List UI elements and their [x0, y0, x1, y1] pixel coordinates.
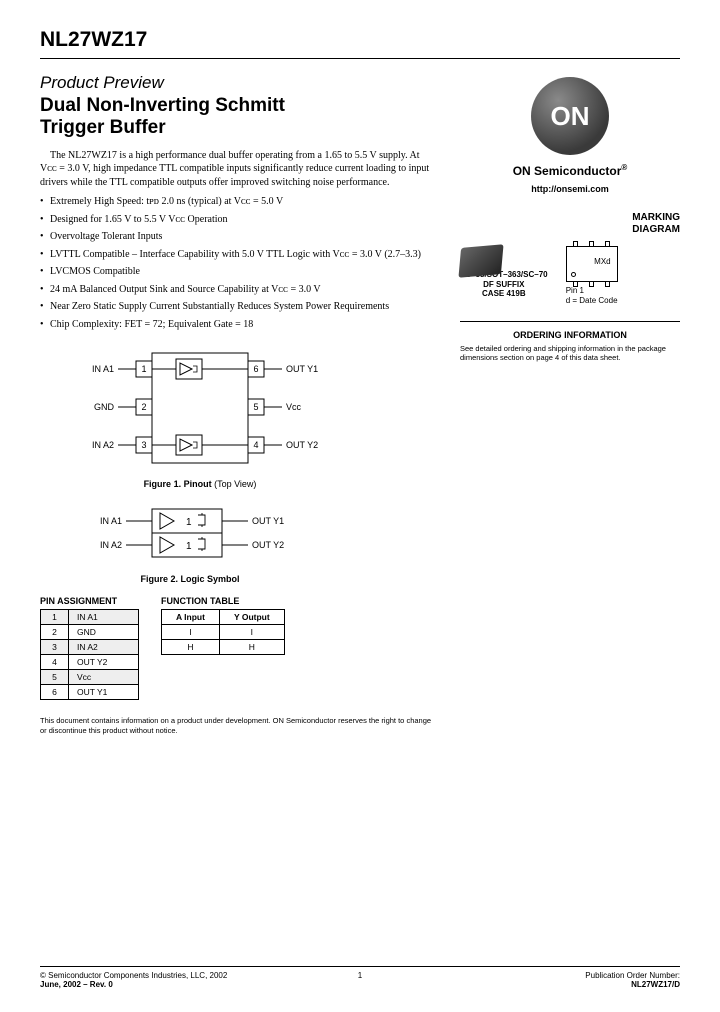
- company-name: ON Semiconductor®: [460, 163, 680, 178]
- ic-outline: MXd Pin 1d = Date Code: [566, 246, 618, 307]
- main-columns: Product Preview Dual Non-Inverting Schmi…: [40, 73, 680, 735]
- svg-text:IN A2: IN A2: [92, 440, 114, 450]
- feature-item: LVCMOS Compatible: [40, 265, 436, 279]
- footer-right: Publication Order Number: NL27WZ17/D: [585, 971, 680, 990]
- svg-text:1: 1: [141, 364, 146, 374]
- feature-item: LVTTL Compatible – Interface Capability …: [40, 248, 436, 262]
- left-column: Product Preview Dual Non-Inverting Schmi…: [40, 73, 436, 735]
- ordering-info-header: ORDERING INFORMATION: [460, 330, 680, 340]
- svg-text:OUT Y1: OUT Y1: [252, 516, 284, 526]
- package-info: SC–88/SOT–363/SC–70 DF SUFFIX CASE 419B: [460, 246, 548, 299]
- figure-2-logic: 1 1 IN A1 IN A2 OUT Y1 OUT Y2 Figure 2. …: [90, 505, 436, 584]
- part-number: NL27WZ17: [40, 28, 680, 52]
- svg-text:2: 2: [141, 402, 146, 412]
- svg-text:OUT Y2: OUT Y2: [252, 540, 284, 550]
- footer-left: © Semiconductor Components Industries, L…: [40, 971, 227, 990]
- function-table-header: FUNCTION TABLE: [161, 596, 285, 606]
- feature-item: 24 mA Balanced Output Sink and Source Ca…: [40, 283, 436, 297]
- svg-text:IN A2: IN A2: [100, 540, 122, 550]
- pinout-diagram: 1 2 3 6 5 4 IN A1 GND IN A2 OUT Y1 Vᴄᴄ O…: [80, 345, 320, 475]
- ordering-info-text: See detailed ordering and shipping infor…: [460, 344, 680, 363]
- pin-assign-header: PIN ASSIGNMENT: [40, 596, 139, 606]
- figure-1-pinout: 1 2 3 6 5 4 IN A1 GND IN A2 OUT Y1 Vᴄᴄ O…: [80, 345, 436, 489]
- svg-text:4: 4: [253, 440, 258, 450]
- chip-icon: [458, 244, 503, 278]
- svg-text:5: 5: [253, 402, 258, 412]
- svg-text:OUT Y2: OUT Y2: [286, 440, 318, 450]
- function-table-block: FUNCTION TABLE A InputY Output II HH: [161, 596, 285, 700]
- marking-diagram-header: MARKINGDIAGRAM: [460, 212, 680, 236]
- intro-paragraph: The NL27WZ17 is a high performance dual …: [40, 149, 436, 190]
- product-title: Dual Non-Inverting Schmitt Trigger Buffe…: [40, 95, 436, 139]
- right-rule: [460, 321, 680, 322]
- company-url: http://onsemi.com: [460, 184, 680, 194]
- function-table: A InputY Output II HH: [161, 609, 285, 655]
- pin-assignment-block: PIN ASSIGNMENT 1IN A1 2GND 3IN A2 4OUT Y…: [40, 596, 139, 700]
- svg-text:OUT Y1: OUT Y1: [286, 364, 318, 374]
- logo-block: ON ON Semiconductor® http://onsemi.com: [460, 77, 680, 194]
- feature-item: Designed for 1.65 V to 5.5 V Vᴄᴄ Operati…: [40, 213, 436, 227]
- title-line-2: Trigger Buffer: [40, 117, 166, 138]
- figure-1-caption: Figure 1. Pinout (Top View): [80, 479, 320, 489]
- footer-page-number: 1: [358, 971, 362, 980]
- svg-text:1: 1: [186, 541, 192, 552]
- feature-item: Chip Complexity: FET = 72; Equivalent Ga…: [40, 318, 436, 332]
- marking-legend: Pin 1d = Date Code: [566, 286, 618, 307]
- feature-item: Extremely High Speed: tᴘᴅ 2.0 ns (typica…: [40, 195, 436, 209]
- svg-text:3: 3: [141, 440, 146, 450]
- figure-2-caption: Figure 2. Logic Symbol: [90, 574, 290, 584]
- disclaimer-text: This document contains information on a …: [40, 716, 436, 735]
- header-rule: [40, 58, 680, 59]
- marking-block: SC–88/SOT–363/SC–70 DF SUFFIX CASE 419B …: [460, 246, 680, 307]
- tables-row: PIN ASSIGNMENT 1IN A1 2GND 3IN A2 4OUT Y…: [40, 596, 436, 700]
- pin-assignment-table: 1IN A1 2GND 3IN A2 4OUT Y2 5Vᴄᴄ 6OUT Y1: [40, 609, 139, 700]
- feature-item: Near Zero Static Supply Current Substant…: [40, 300, 436, 314]
- feature-list: Extremely High Speed: tᴘᴅ 2.0 ns (typica…: [40, 195, 436, 331]
- svg-text:IN A1: IN A1: [92, 364, 114, 374]
- svg-text:6: 6: [253, 364, 258, 374]
- page-footer: © Semiconductor Components Industries, L…: [40, 966, 680, 990]
- svg-text:1: 1: [186, 517, 192, 528]
- right-column: ON ON Semiconductor® http://onsemi.com M…: [460, 73, 680, 735]
- title-line-1: Dual Non-Inverting Schmitt: [40, 95, 285, 116]
- svg-text:GND: GND: [94, 402, 115, 412]
- feature-item: Overvoltage Tolerant Inputs: [40, 230, 436, 244]
- svg-text:IN A1: IN A1: [100, 516, 122, 526]
- product-preview-label: Product Preview: [40, 73, 436, 93]
- on-logo-icon: ON: [531, 77, 609, 155]
- logic-diagram: 1 1 IN A1 IN A2 OUT Y1 OUT Y2: [90, 505, 310, 565]
- svg-text:Vᴄᴄ: Vᴄᴄ: [286, 402, 302, 412]
